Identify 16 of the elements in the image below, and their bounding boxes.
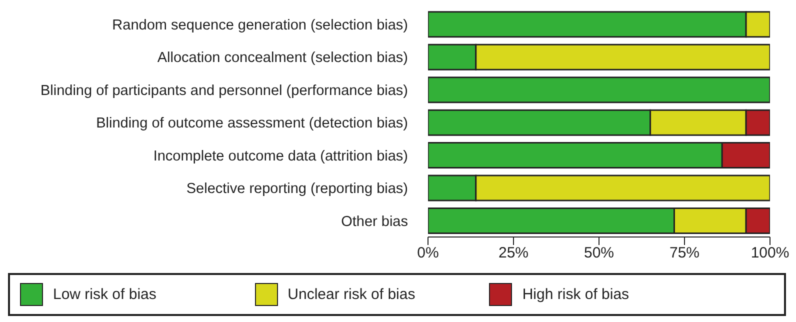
y-tick-label: Incomplete outcome data (attrition bias) — [153, 148, 408, 164]
x-tick-label: 25% — [498, 244, 529, 262]
x-tick-label: 75% — [669, 244, 700, 262]
x-tick-label: 0% — [417, 244, 439, 262]
y-tick-label: Blinding of outcome assessment (detection bias) — [96, 116, 408, 132]
x-tick-label: 100% — [750, 244, 790, 262]
y-tick-label: Other bias — [341, 214, 408, 230]
y-tick-label: Blinding of participants and personnel (performance bias) — [40, 82, 408, 99]
legend-label: High risk of bias — [522, 286, 630, 303]
legend-label: Unclear risk of bias — [288, 286, 416, 303]
x-tick-label: 50% — [584, 244, 614, 262]
y-tick-label: Random sequence generation (selection bias) — [112, 18, 408, 34]
y-tick-label: Selective reporting (reporting bias) — [186, 181, 408, 198]
y-tick-label: Allocation concealment (selection bias) — [157, 50, 408, 66]
bar — [428, 76, 770, 104]
legend-label: Low risk of bias — [53, 286, 156, 303]
